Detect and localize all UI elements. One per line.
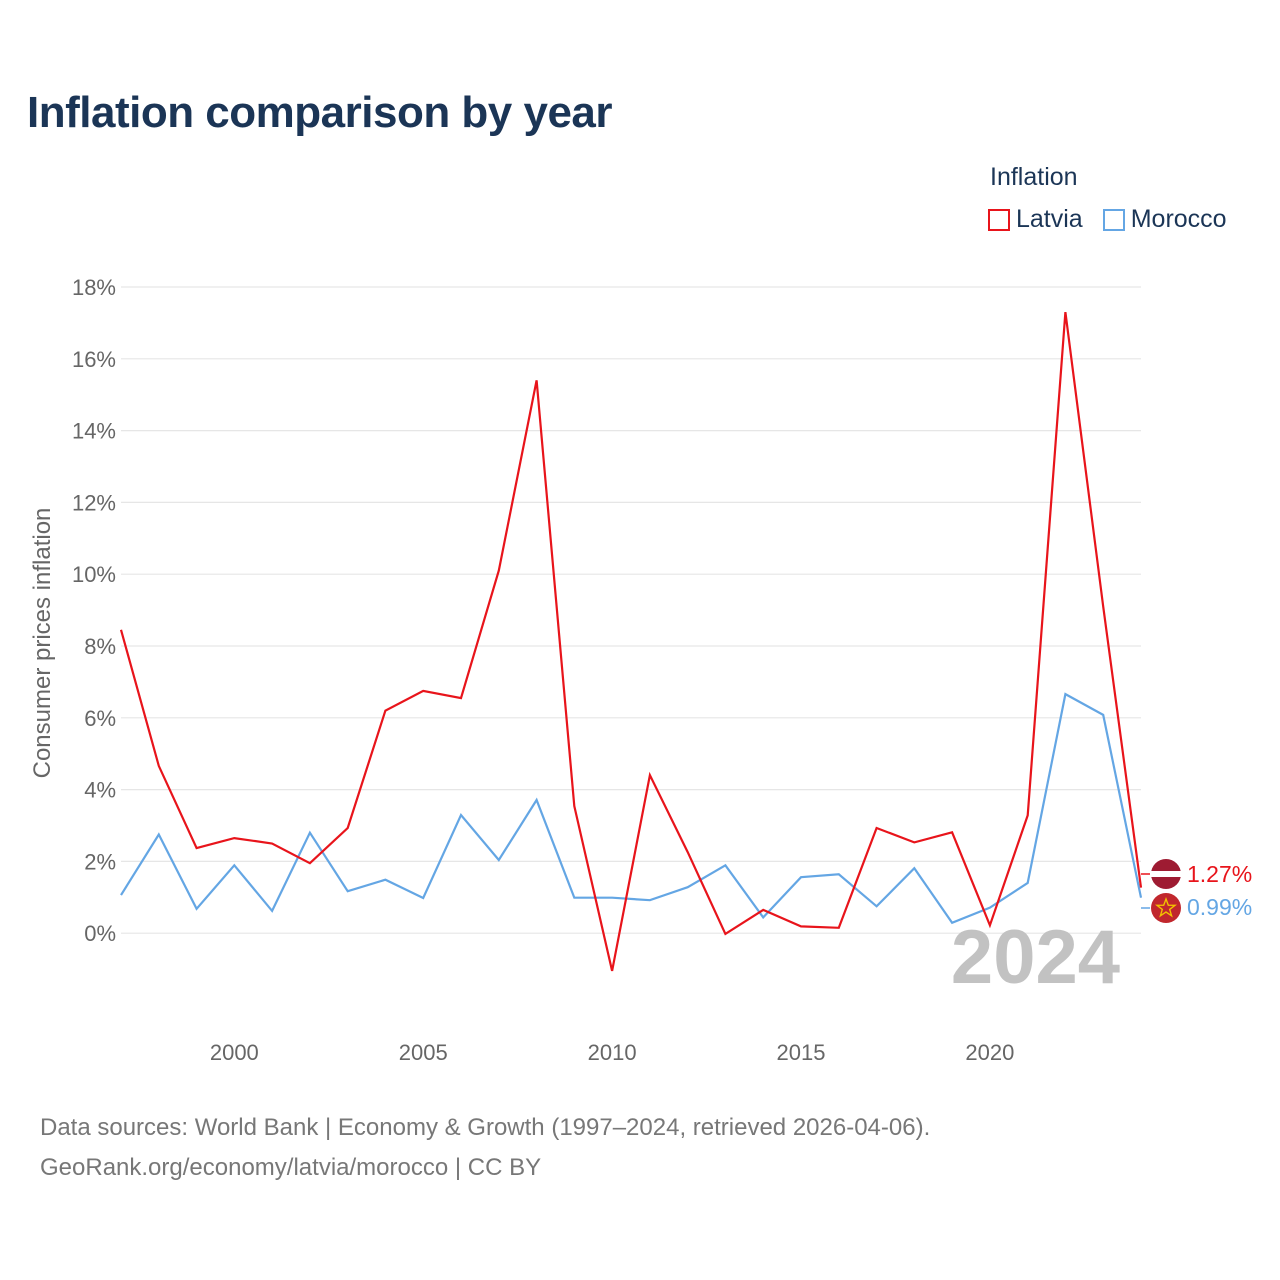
latvia-end-marker: 1.27% (1141, 859, 1252, 889)
legend-swatch-morocco (1102, 208, 1125, 231)
morocco-end-marker: 0.99% (1141, 893, 1252, 923)
footer: Data sources: World Bank | Economy & Gro… (40, 1108, 930, 1188)
legend-swatch-latvia (988, 208, 1010, 231)
legend-item-latvia[interactable]: Latvia (988, 205, 1083, 234)
y-tick-label: 16% (72, 347, 116, 372)
year-watermark: 2024 (951, 915, 1120, 1000)
y-tick-label: 12% (72, 490, 116, 515)
y-axis-label: Consumer prices inflation (29, 508, 56, 779)
chart-title: Inflation comparison by year (27, 88, 613, 137)
x-tick-label: 2015 (777, 1040, 826, 1065)
footer-url: GeoRank.org/economy/latvia/morocco | CC … (40, 1154, 542, 1181)
series-lines (119, 311, 1143, 972)
y-tick-label: 8% (84, 634, 116, 659)
morocco-flag-icon (1151, 893, 1181, 923)
y-tick-label: 4% (84, 778, 116, 803)
x-tick-label: 2010 (588, 1040, 637, 1065)
latvia-end-label: 1.27% (1187, 861, 1252, 887)
y-tick-label: 6% (84, 706, 116, 731)
series-line-latvia (119, 311, 1143, 972)
x-tick-label: 2000 (210, 1040, 259, 1065)
y-axis-ticks: 0% 2% 4% 6% 8% 10% 12% 14% 16% 18% (72, 275, 116, 946)
y-tick-label: 0% (84, 921, 116, 946)
legend-item-morocco[interactable]: Morocco (1102, 205, 1227, 234)
x-tick-label: 2005 (399, 1040, 448, 1065)
legend-label-morocco: Morocco (1130, 205, 1227, 233)
y-tick-label: 18% (72, 275, 116, 300)
legend: Latvia Morocco (988, 205, 1227, 234)
x-tick-label: 2020 (965, 1040, 1014, 1065)
y-tick-label: 2% (84, 849, 116, 874)
legend-title: Inflation (990, 163, 1078, 191)
legend-label-latvia: Latvia (1016, 205, 1083, 233)
y-tick-label: 14% (72, 419, 116, 444)
y-tick-label: 10% (72, 562, 116, 587)
x-axis-ticks: 2000 2005 2010 2015 2020 (210, 1040, 1015, 1065)
footer-sources: Data sources: World Bank | Economy & Gro… (40, 1114, 931, 1141)
line-chart: 0%2%4%6%8%10%12%14%16%18% 2000 2005 2010 20… (29, 275, 1252, 1065)
gridlines (121, 286, 1141, 934)
morocco-end-label: 0.99% (1187, 894, 1252, 920)
series-line-morocco (120, 692, 1143, 925)
